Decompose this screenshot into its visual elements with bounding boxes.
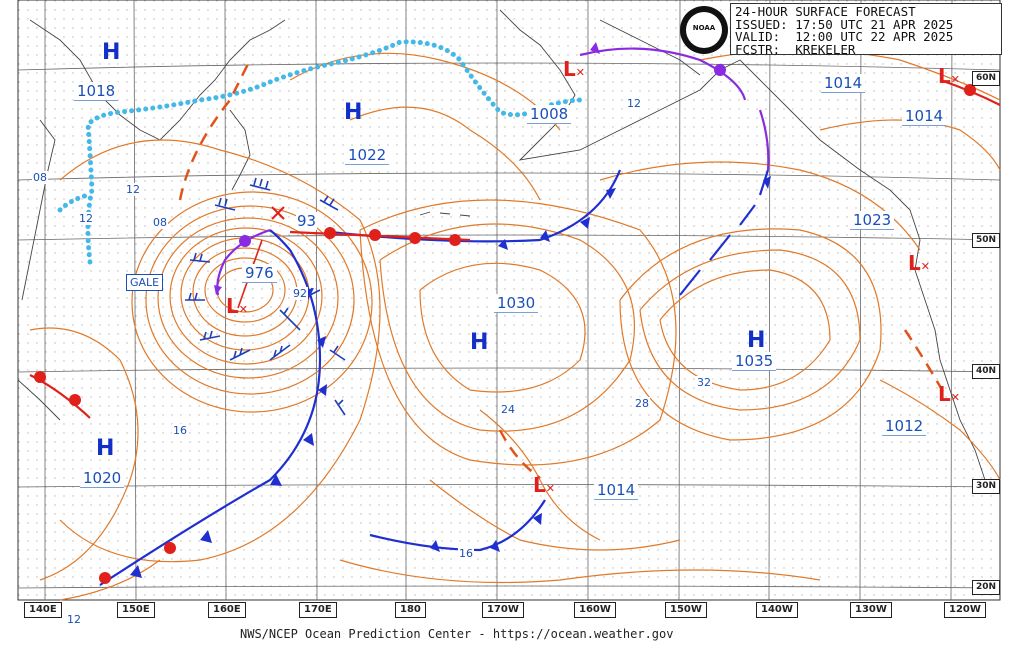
isobar-label: 93 — [296, 212, 318, 230]
pressure-value: 1023 — [850, 211, 895, 230]
isobar-label: 12 — [78, 212, 94, 225]
pressure-value: 1014 — [902, 107, 947, 126]
isobar-label: 12 — [125, 183, 141, 196]
pressure-value: 1030 — [494, 294, 539, 313]
longitude-label: 140W — [756, 602, 798, 618]
valid-time: VALID: 12:00 UTC 22 APR 2025 — [735, 29, 954, 44]
noaa-logo: NOAA — [680, 6, 728, 54]
longitude-label: 170W — [482, 602, 524, 618]
isobar-label: 16 — [458, 547, 474, 560]
pressure-value: 1018 — [74, 82, 119, 101]
low-marker: L✕ — [938, 64, 960, 88]
longitude-label: 140E — [24, 602, 62, 618]
isobar-label: 24 — [500, 403, 516, 416]
isobar-label: 92 — [292, 287, 308, 300]
footer-credit: NWS/NCEP Ocean Prediction Center - https… — [240, 627, 674, 641]
pressure-value: 1012 — [882, 417, 927, 436]
forecast-title: 24-HOUR SURFACE FORECAST — [735, 4, 916, 19]
gale-warning-label: GALE — [126, 274, 164, 291]
high-marker: H — [470, 330, 489, 355]
latitude-label: 30N — [972, 479, 1001, 494]
isobar-label: 16 — [172, 424, 188, 437]
noaa-logo-text: NOAA — [692, 24, 716, 32]
pressure-value: 1020 — [80, 469, 125, 488]
high-marker: H — [102, 40, 121, 65]
forecast-header: 24-HOUR SURFACE FORECAST ISSUED: 17:50 U… — [730, 3, 1002, 55]
latitude-label: 60N — [972, 71, 1001, 86]
troughs — [178, 59, 947, 480]
cold-front — [99, 169, 771, 586]
coastlines — [17, 9, 986, 481]
longitude-label: 130W — [850, 602, 892, 618]
issued-time: ISSUED: 17:50 UTC 21 APR 2025 — [735, 16, 954, 32]
longitude-label: 150E — [117, 602, 155, 618]
low-marker: L✕ — [563, 57, 585, 81]
low-marker: L✕ — [533, 473, 555, 497]
pressure-value: 1035 — [732, 352, 777, 371]
isobar-label: 32 — [696, 376, 712, 389]
occluded-front — [214, 42, 770, 296]
longitude-label: 170E — [299, 602, 337, 618]
longitude-label: 160E — [208, 602, 246, 618]
isobar-label: 28 — [634, 397, 650, 410]
longitude-label: 150W — [665, 602, 707, 618]
isobar-label: 08 — [32, 171, 48, 184]
low-marker: L✕ — [226, 294, 248, 318]
latitude-label: 20N — [972, 580, 1001, 595]
pressure-value: 1008 — [527, 105, 572, 124]
isobar-label: 12 — [66, 613, 82, 626]
ice-edge — [57, 39, 583, 265]
longitude-label: 120W — [944, 602, 986, 618]
longitude-label: 180 — [395, 602, 426, 618]
pressure-value: 1014 — [821, 74, 866, 93]
warm-front — [29, 78, 1001, 584]
pressure-value: 1014 — [594, 481, 639, 500]
latitude-label: 50N — [972, 233, 1001, 248]
isobar-label: 12 — [626, 97, 642, 110]
low-marker: L✕ — [938, 382, 960, 406]
low-marker: L✕ — [908, 251, 930, 275]
pressure-value: 976 — [242, 264, 277, 283]
latitude-label: 40N — [972, 364, 1001, 379]
pressure-value: 1022 — [345, 146, 390, 165]
high-marker: H — [747, 328, 766, 353]
isobar-label: 08 — [152, 216, 168, 229]
high-marker: H — [96, 436, 115, 461]
high-marker: H — [344, 100, 363, 125]
forecaster: FCSTR: KREKELER — [735, 41, 856, 57]
longitude-label: 160W — [574, 602, 616, 618]
